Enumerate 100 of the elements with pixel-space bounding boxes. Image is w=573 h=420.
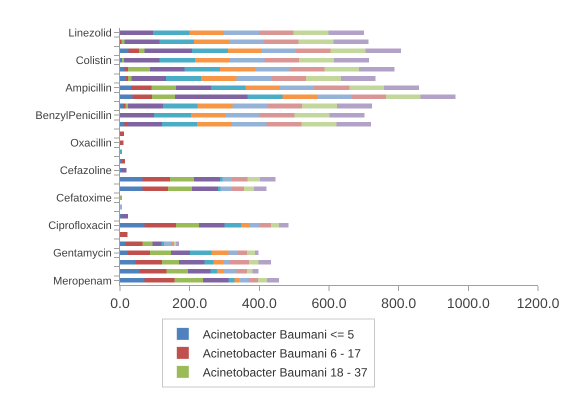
bar bbox=[264, 39, 299, 44]
bar bbox=[164, 241, 171, 246]
bar bbox=[120, 122, 125, 127]
bar bbox=[128, 104, 163, 108]
y-tick-label: Colistin bbox=[76, 54, 112, 67]
bar bbox=[171, 250, 190, 256]
bar bbox=[228, 278, 235, 283]
bar bbox=[336, 122, 371, 127]
bar bbox=[174, 278, 203, 283]
bar bbox=[247, 94, 282, 100]
y-tick-label: BenzylPenicillin bbox=[35, 110, 112, 122]
bar bbox=[337, 104, 372, 108]
bar bbox=[271, 223, 280, 228]
bar bbox=[299, 58, 334, 62]
bar bbox=[120, 140, 124, 146]
bar bbox=[120, 260, 136, 264]
x-tick-label: 400.0 bbox=[242, 294, 278, 311]
bar bbox=[162, 104, 198, 108]
bar bbox=[192, 48, 228, 54]
bar bbox=[194, 39, 230, 44]
bar bbox=[330, 48, 366, 54]
bar bbox=[161, 241, 164, 246]
bar bbox=[162, 260, 179, 264]
bar bbox=[247, 250, 256, 256]
bar bbox=[306, 76, 341, 81]
bar bbox=[175, 94, 248, 100]
bar bbox=[194, 177, 221, 182]
bar bbox=[249, 260, 258, 264]
bar bbox=[240, 223, 250, 228]
bar bbox=[120, 177, 142, 182]
bar bbox=[190, 250, 212, 256]
bar bbox=[258, 278, 267, 283]
bar bbox=[196, 122, 232, 127]
bar bbox=[255, 67, 290, 72]
bar bbox=[132, 94, 152, 100]
bar bbox=[124, 58, 160, 62]
bar bbox=[232, 104, 268, 108]
bar bbox=[152, 94, 176, 100]
bar bbox=[168, 186, 192, 191]
bar bbox=[228, 250, 238, 256]
bar bbox=[260, 112, 295, 118]
bar bbox=[229, 39, 264, 44]
bar bbox=[150, 250, 172, 256]
bar bbox=[298, 39, 334, 44]
bar bbox=[202, 278, 229, 283]
bar bbox=[358, 67, 394, 72]
bar bbox=[230, 260, 250, 264]
bar bbox=[142, 177, 170, 182]
bar bbox=[239, 278, 249, 283]
bar bbox=[254, 186, 267, 191]
bar bbox=[216, 268, 224, 274]
bar bbox=[120, 112, 154, 118]
bar bbox=[386, 94, 421, 100]
bar bbox=[123, 104, 126, 108]
bar bbox=[120, 232, 128, 237]
bar bbox=[316, 94, 352, 100]
bar bbox=[231, 122, 266, 127]
bar bbox=[120, 268, 140, 274]
y-tick-label: Ciprofloxacin bbox=[48, 220, 112, 232]
x-tick-label: 1000.0 bbox=[446, 294, 490, 311]
bar bbox=[120, 94, 133, 100]
bar bbox=[132, 76, 166, 81]
bar bbox=[290, 67, 324, 72]
bar bbox=[154, 112, 192, 118]
bar bbox=[252, 268, 258, 274]
bar bbox=[244, 186, 254, 191]
bar bbox=[314, 85, 350, 90]
bar bbox=[279, 223, 288, 228]
bar bbox=[176, 241, 179, 246]
bar bbox=[228, 48, 262, 54]
y-tick-label: Meropenam bbox=[53, 275, 112, 288]
bar bbox=[122, 168, 126, 173]
bar bbox=[224, 30, 259, 35]
bar bbox=[210, 85, 246, 90]
bar bbox=[166, 268, 188, 274]
bar bbox=[120, 250, 128, 256]
bar bbox=[140, 268, 167, 274]
bar bbox=[329, 112, 365, 118]
bar bbox=[159, 58, 196, 62]
bar bbox=[324, 67, 359, 72]
bar bbox=[245, 85, 280, 90]
bar bbox=[178, 260, 205, 264]
bar bbox=[334, 39, 369, 44]
bar bbox=[250, 223, 260, 228]
bar bbox=[282, 94, 317, 100]
x-tick-label: 0.0 bbox=[110, 294, 130, 311]
x-tick-label: 600.0 bbox=[311, 294, 347, 311]
bar bbox=[120, 241, 126, 246]
bar bbox=[120, 48, 128, 54]
bar bbox=[267, 104, 302, 108]
bar bbox=[120, 67, 125, 72]
bar bbox=[204, 260, 214, 264]
bar bbox=[294, 112, 330, 118]
bar bbox=[159, 39, 194, 44]
bar bbox=[199, 223, 224, 228]
bar bbox=[135, 260, 162, 264]
bar bbox=[120, 76, 126, 81]
x-tick-label: 1200.0 bbox=[516, 294, 560, 311]
bar bbox=[152, 85, 176, 90]
bar bbox=[350, 85, 384, 90]
